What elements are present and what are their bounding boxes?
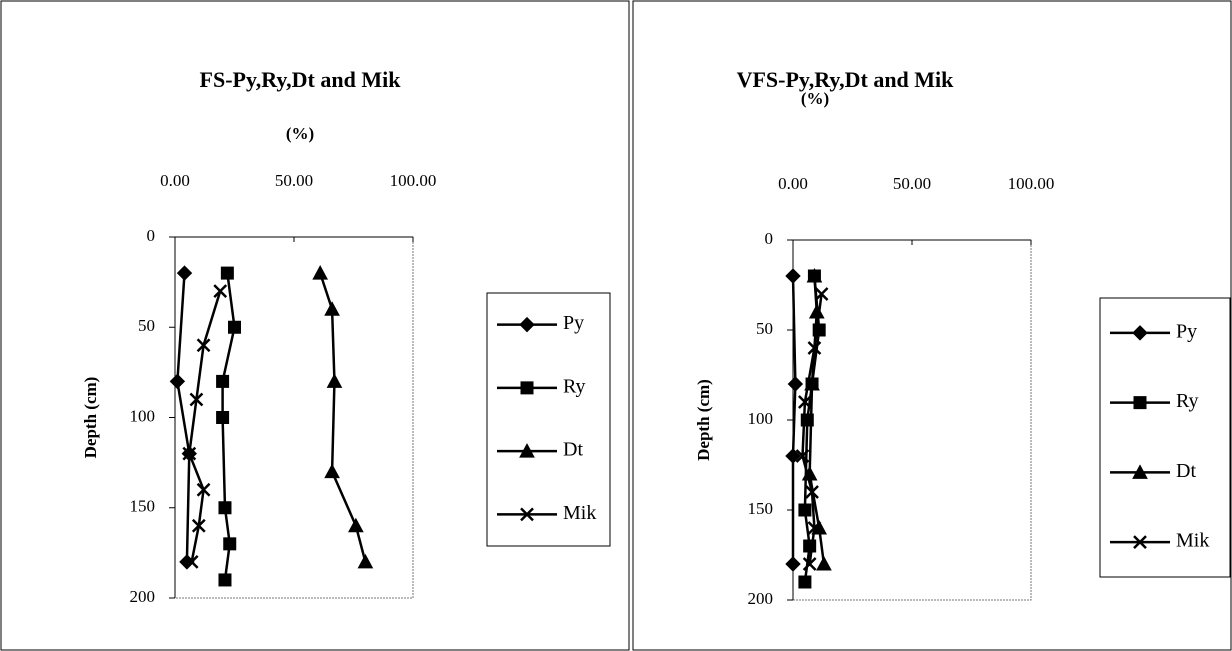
legend [1099, 297, 1231, 578]
marker [196, 482, 211, 497]
chart-title: VFS-Py,Ry,Dt and Mik [737, 67, 955, 92]
marker [798, 395, 812, 409]
x-tick-label: 0.00 [778, 174, 808, 193]
marker [787, 376, 804, 392]
legend-marker [520, 381, 534, 395]
legend-label: Dt [563, 439, 583, 461]
marker [785, 448, 801, 464]
marker [805, 485, 819, 499]
plot-area [174, 236, 414, 599]
y-tick-label: 50 [756, 319, 773, 338]
marker [816, 555, 832, 571]
x-tick-label: 50.00 [893, 174, 931, 193]
chart-title: FS-Py,Ry,Dt and Mik [200, 67, 402, 92]
marker [218, 573, 232, 587]
y-axis-title: Depth (cm) [694, 379, 713, 461]
plot-area [792, 239, 1032, 601]
x-axis-title: (%) [286, 124, 314, 143]
legend-label: Py [1176, 320, 1197, 342]
panel [632, 0, 1232, 651]
legend-label: Dt [1176, 460, 1196, 482]
marker [228, 320, 241, 334]
x-tick-label: 50.00 [275, 171, 313, 190]
marker [176, 265, 193, 281]
y-tick-label: 0 [147, 226, 156, 245]
series-line [808, 275, 826, 565]
marker [218, 501, 232, 515]
marker [807, 521, 822, 535]
x-tick-label: 0.00 [160, 171, 190, 190]
legend-marker [519, 316, 535, 333]
y-tick-label: 150 [130, 497, 156, 516]
marker [807, 341, 822, 355]
marker [798, 503, 812, 517]
legend-label: Ry [563, 375, 586, 397]
legend-marker [1133, 535, 1147, 550]
marker [798, 575, 812, 589]
marker [326, 373, 343, 388]
marker [213, 284, 228, 299]
marker [216, 374, 230, 388]
marker [223, 537, 237, 551]
y-tick-label: 200 [748, 589, 774, 608]
marker [785, 556, 801, 572]
series-line [221, 272, 236, 581]
legend-label: Py [563, 312, 584, 334]
panel [0, 0, 630, 651]
y-tick-label: 100 [130, 406, 156, 425]
marker [196, 338, 211, 353]
marker [803, 539, 817, 553]
marker [348, 517, 364, 533]
y-tick-label: 200 [130, 587, 156, 606]
legend-marker [1132, 464, 1148, 479]
marker [785, 268, 801, 284]
legend-marker [520, 507, 534, 522]
marker [169, 373, 186, 390]
marker [814, 287, 829, 301]
x-tick-label: 100.00 [390, 171, 437, 190]
marker [216, 411, 230, 424]
marker [312, 265, 329, 280]
marker [357, 553, 374, 569]
marker [802, 557, 817, 571]
marker [191, 518, 206, 533]
legend-label: Mik [1176, 530, 1209, 552]
x-tick-label: 100.00 [1008, 174, 1055, 193]
series-line [791, 275, 797, 564]
marker [324, 463, 340, 479]
y-tick-label: 100 [748, 409, 774, 428]
y-axis-title: Depth (cm) [81, 377, 100, 459]
y-tick-label: 150 [748, 499, 774, 518]
y-tick-label: 0 [765, 229, 774, 248]
legend-marker [1132, 325, 1148, 341]
x-axis-title: (%) [801, 89, 829, 108]
marker [220, 266, 234, 280]
marker [189, 392, 204, 407]
marker [806, 267, 823, 283]
marker [808, 303, 825, 319]
marker [324, 301, 340, 316]
legend-marker [519, 443, 535, 458]
marker [795, 449, 810, 463]
marker [182, 446, 197, 461]
series-line [318, 272, 367, 563]
legend-marker [1133, 396, 1147, 410]
legend [486, 292, 611, 547]
marker [184, 555, 199, 569]
legend-label: Mik [563, 502, 596, 524]
legend-label: Ry [1176, 390, 1199, 412]
series-line [176, 273, 191, 562]
y-tick-label: 50 [138, 316, 155, 335]
